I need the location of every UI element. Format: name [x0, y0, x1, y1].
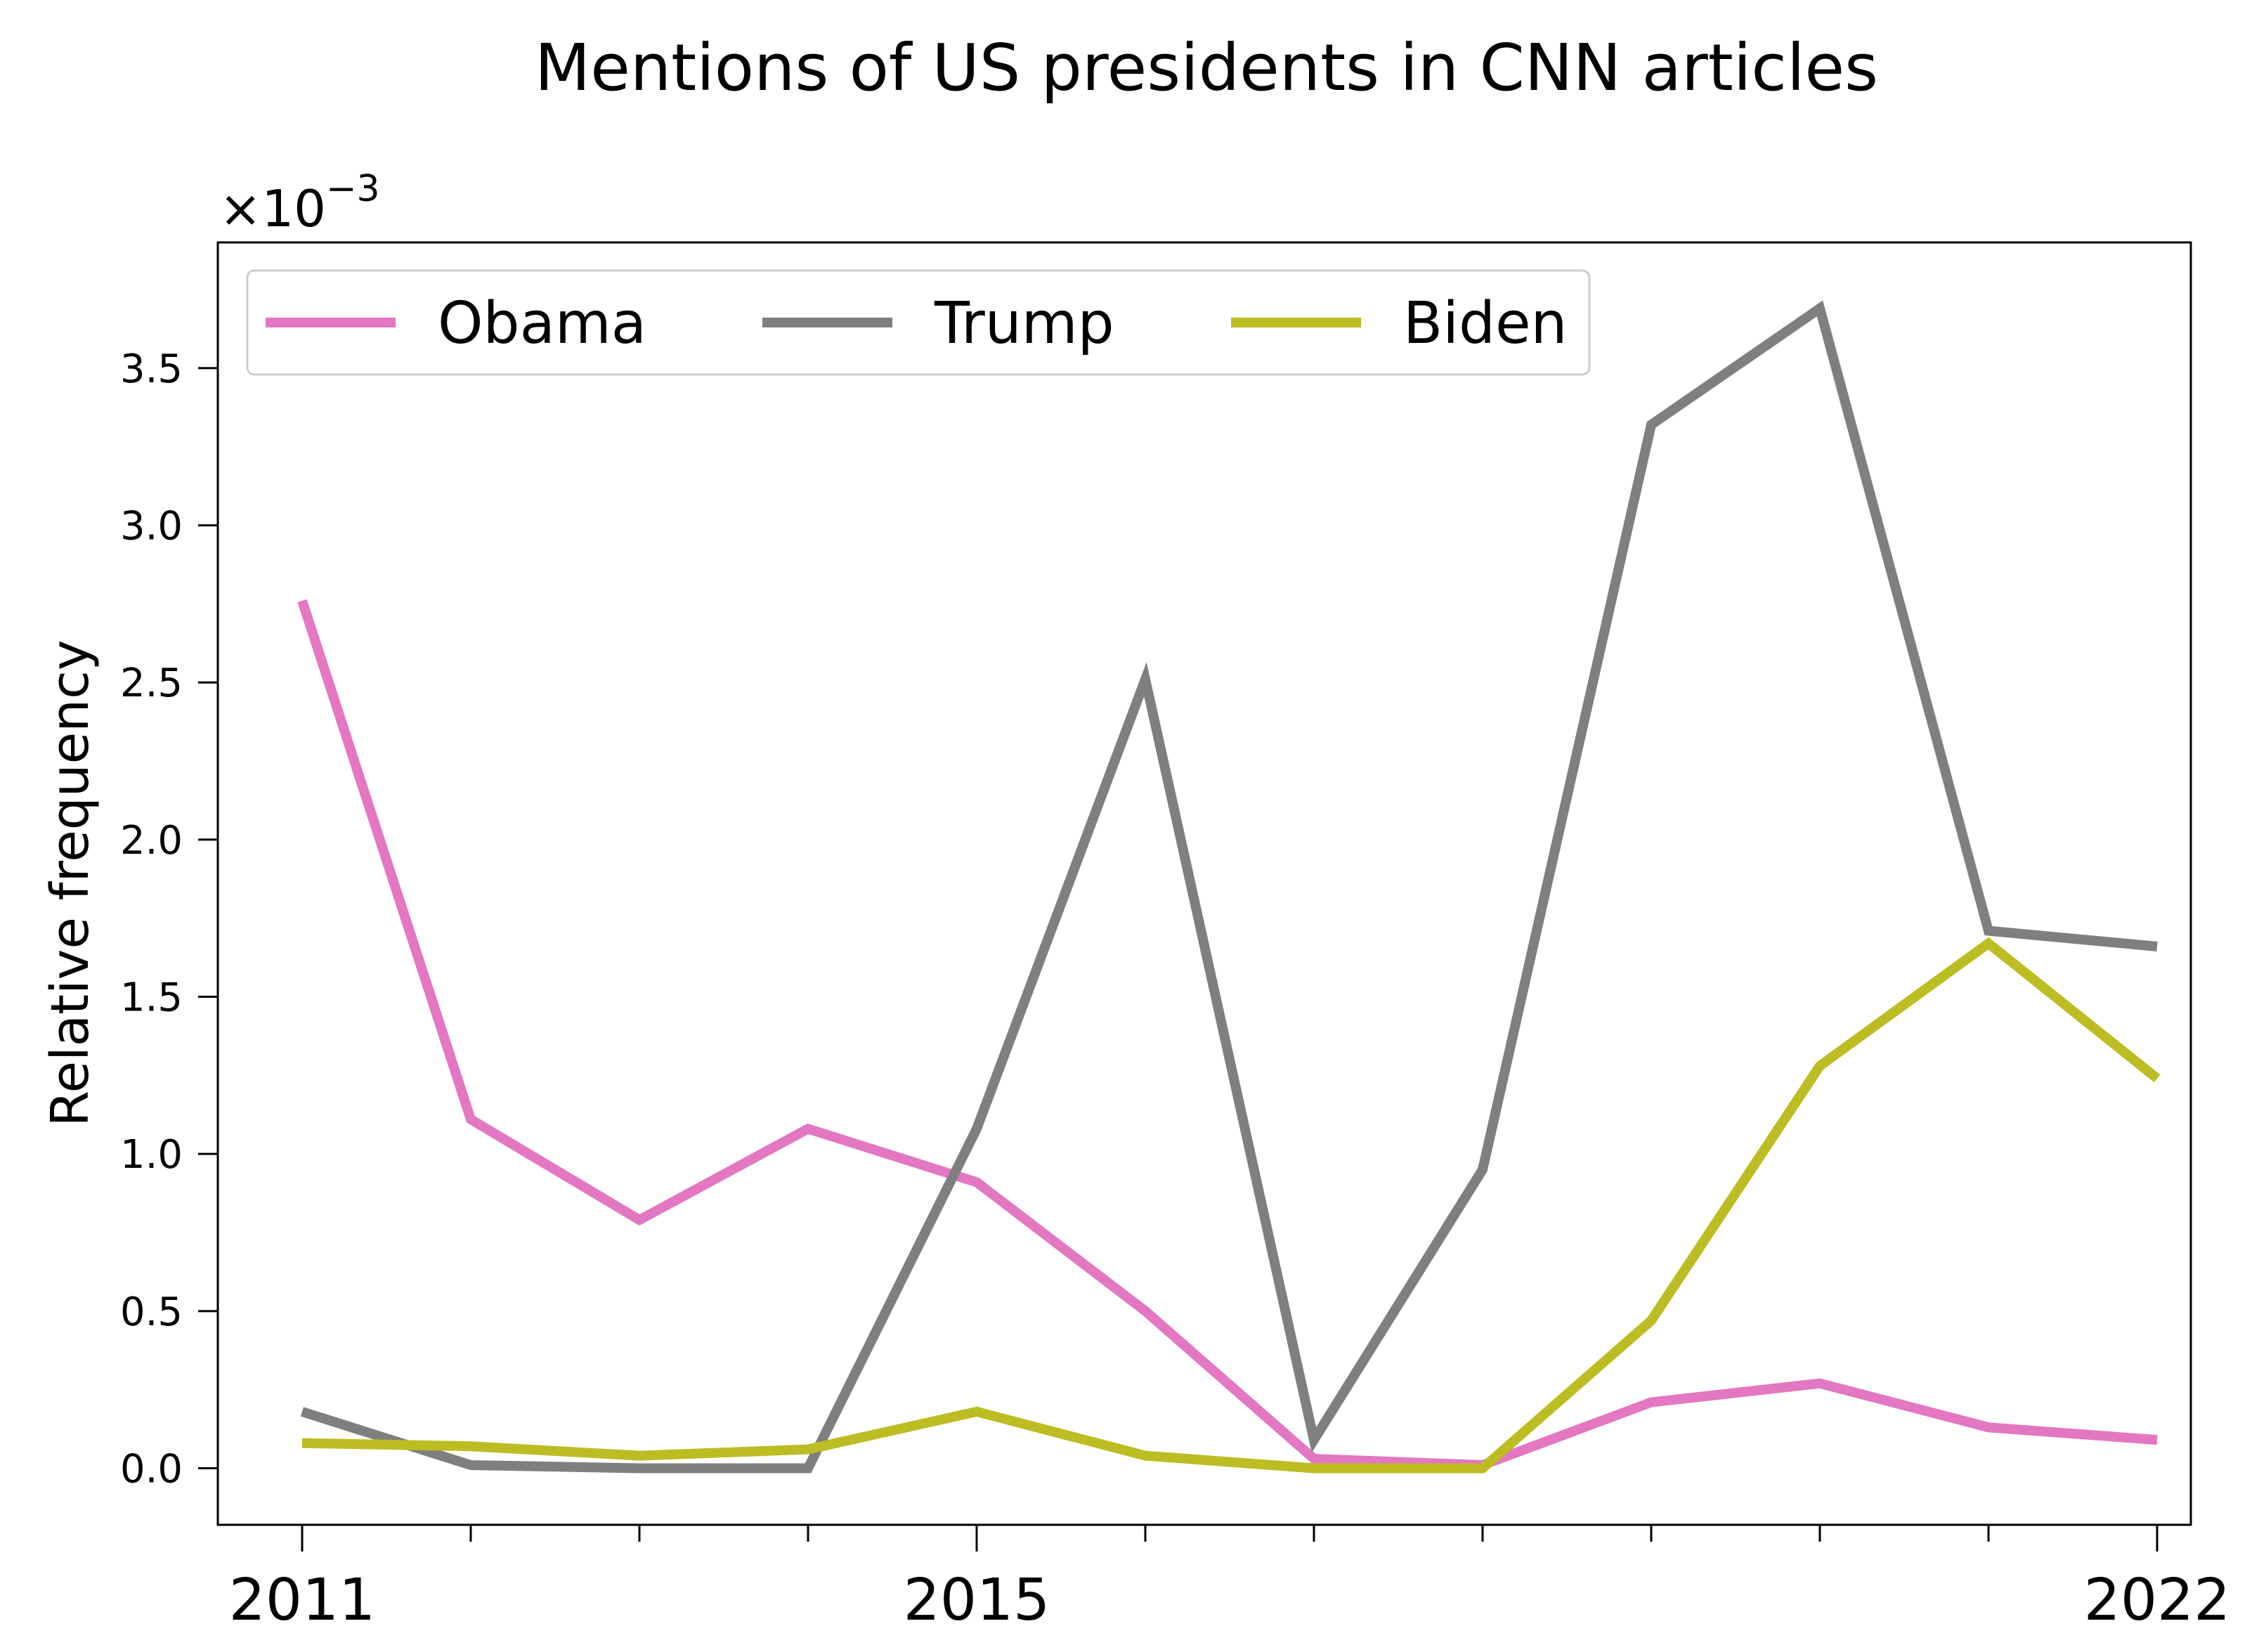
series-line-obama: [297, 599, 2158, 1471]
plot-frame: [216, 241, 2192, 1526]
series-line-trump: [300, 300, 2158, 1474]
x-tick-label: 2015: [904, 1567, 1050, 1634]
plot-area: 0.0 0.5 1.0 1.5 2.0 2.5 3.0 3.5 2011 2015 2022 Obam…: [120, 241, 2231, 1634]
x-tick-label: 2022: [2084, 1567, 2231, 1634]
y-tick-label: 3.0: [120, 504, 183, 549]
y-axis-scale-label: ×10−3: [219, 168, 380, 238]
y-tick-label: 1.0: [120, 1132, 183, 1178]
x-tick-label: 2011: [229, 1567, 376, 1634]
y-tick-label: 2.0: [120, 818, 183, 864]
legend-label-trump: Trump: [934, 290, 1114, 357]
y-tick-label: 1.5: [120, 975, 183, 1021]
legend-label-biden: Biden: [1403, 290, 1568, 357]
y-axis-scale-base: ×10: [219, 179, 326, 238]
y-tick-label: 2.5: [120, 661, 183, 706]
y-axis-scale-exponent: −3: [326, 168, 380, 210]
y-tick-label: 0.0: [120, 1446, 183, 1492]
y-tick-label: 3.5: [120, 346, 183, 392]
legend-label-obama: Obama: [438, 290, 646, 357]
legend-box: [246, 269, 1591, 376]
series-line-biden: [301, 937, 2161, 1474]
y-axis-label: Relative frequency: [40, 639, 100, 1126]
chart-title: Mentions of US presidents in CNN article…: [535, 30, 1878, 105]
y-tick-label: 0.5: [120, 1289, 183, 1335]
